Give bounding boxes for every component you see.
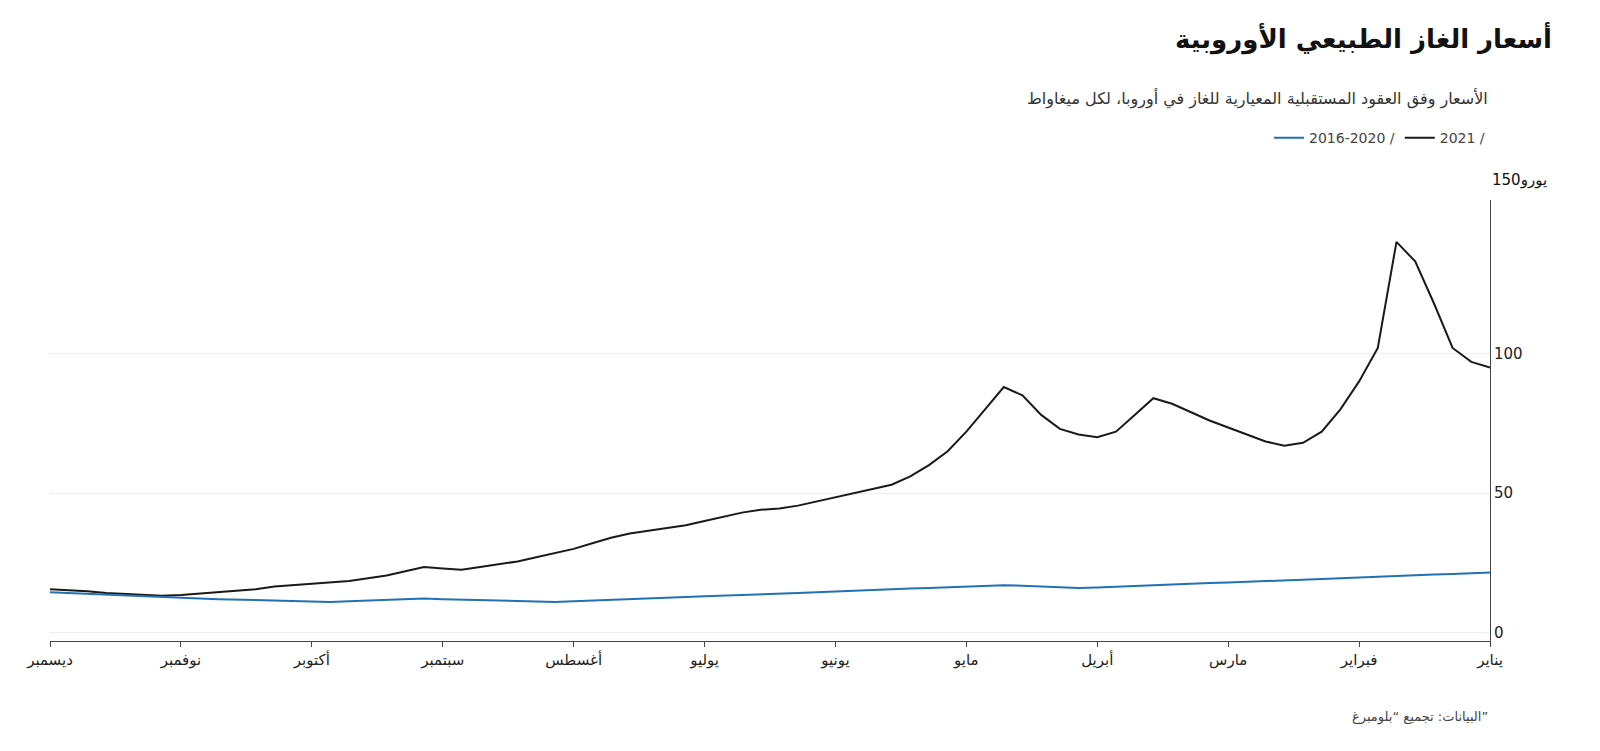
svg-text:أبريل: أبريل xyxy=(1081,650,1113,669)
svg-text:150يورو: 150يورو xyxy=(1492,171,1547,189)
svg-text:أكتوبر: أكتوبر xyxy=(293,650,330,669)
svg-text:ديسمبر: ديسمبر xyxy=(26,651,73,669)
svg-text:سبتمبر: سبتمبر xyxy=(420,651,464,669)
svg-text:يناير: يناير xyxy=(1476,651,1503,669)
svg-text:0: 0 xyxy=(1494,624,1504,642)
svg-text:نوفمبر: نوفمبر xyxy=(160,651,202,669)
svg-text:الأسعار وفق العقود المستقبلية: الأسعار وفق العقود المستقبلية المعيارية … xyxy=(1027,88,1488,109)
svg-text:أغسطس: أغسطس xyxy=(545,650,602,669)
svg-text:مارس: مارس xyxy=(1209,651,1247,669)
svg-text:البيانات: تجميع “بلومبرغ”: البيانات: تجميع “بلومبرغ” xyxy=(1352,709,1488,725)
svg-text:50: 50 xyxy=(1494,484,1513,502)
svg-text:أسعار الغاز الطبيعي الأوروبية: أسعار الغاز الطبيعي الأوروبية xyxy=(1175,22,1552,55)
svg-text:فبراير: فبراير xyxy=(1340,651,1378,669)
svg-text:مايو: مايو xyxy=(953,651,979,669)
svg-text:2021 /: 2021 / xyxy=(1440,130,1485,146)
svg-text:100: 100 xyxy=(1494,345,1523,363)
svg-text:يونيو: يونيو xyxy=(820,651,849,669)
svg-text:يوليو: يوليو xyxy=(689,651,719,669)
svg-text:2016-2020 /: 2016-2020 / xyxy=(1309,130,1395,146)
